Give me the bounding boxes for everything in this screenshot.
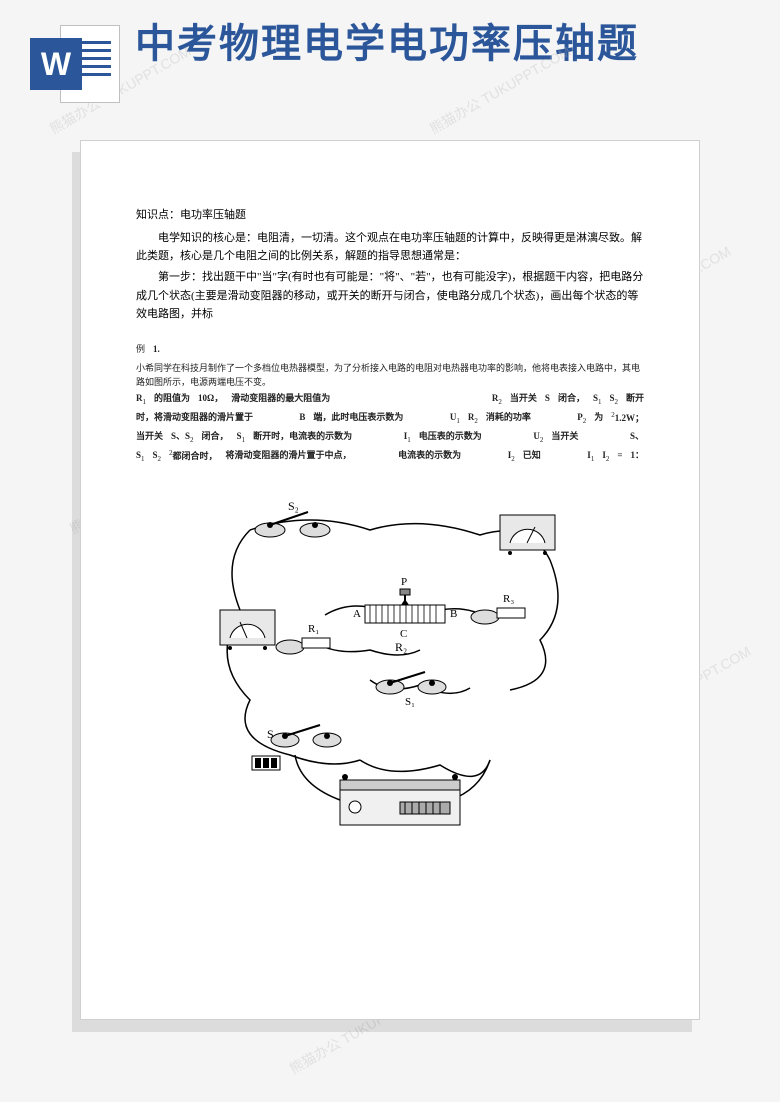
example-fragment: 当开关	[510, 391, 537, 408]
spacer	[539, 410, 569, 427]
svg-text:S: S	[267, 727, 274, 741]
example-fragment: 10Ω，	[198, 391, 223, 408]
example-number: 1.	[153, 342, 160, 356]
example-fragment: S2	[153, 448, 162, 465]
example-fragment: I1	[587, 448, 594, 465]
example-fragment: S1	[237, 429, 246, 446]
document-page: 知识点：电功率压轴题 电学知识的核心是：电阻清，一切清。这个观点在电功率压轴题的…	[80, 140, 700, 1020]
example-fragment: 为	[594, 410, 603, 427]
switch-s: S	[267, 725, 341, 747]
spacer	[549, 448, 580, 465]
word-document-icon: W	[30, 20, 120, 110]
example-fragment: 闭合，	[558, 391, 585, 408]
example-fragment: S	[545, 391, 550, 408]
svg-text:S₁: S₁	[405, 696, 415, 708]
svg-text:A: A	[353, 608, 361, 620]
example-fragment: I2	[508, 448, 515, 465]
example-line: S1 S2 2都闭合时， 将滑动变阻器的滑片置于中点， 电流表的示数为 I2 已知 I1 I2 =…	[136, 448, 644, 465]
example-fragment: I2	[602, 448, 609, 465]
section-title: 知识点：电功率压轴题	[136, 206, 644, 225]
example-fragment: 1：	[630, 448, 644, 465]
example-fragment: S、	[630, 429, 644, 446]
circuit-svg: S₂	[190, 480, 590, 830]
document-body: 知识点：电功率压轴题 电学知识的核心是：电阻清，一切清。这个观点在电功率压轴题的…	[136, 206, 644, 830]
example-fragment: S2	[609, 391, 618, 408]
example-fragment: 电压表的示数为	[419, 429, 482, 446]
document-preview: 知识点：电功率压轴题 电学知识的核心是：电阻清，一切清。这个观点在电功率压轴题的…	[80, 140, 700, 1020]
battery-icon	[252, 756, 280, 770]
example-fragment: =	[617, 448, 622, 465]
svg-text:R₂: R₂	[395, 640, 407, 654]
spacer	[360, 448, 391, 465]
page-title: 中考物理电学电功率压轴题	[135, 20, 639, 68]
spacer	[411, 410, 441, 427]
rheostat: P A B C R₂	[353, 576, 457, 654]
svg-text:R₃: R₃	[503, 593, 514, 605]
example-intro: 例 1. 小希同学在科技月制作了一个多档位电热器模型，为了分析接入电路的电阻对电…	[136, 342, 644, 389]
spacer	[490, 429, 526, 446]
example-fragment: S1	[136, 448, 145, 465]
svg-text:R₁: R₁	[308, 623, 319, 635]
example-fragment: R2	[468, 410, 478, 427]
example-fragment: 端，此时电压表示数为	[313, 410, 403, 427]
example-fragment: 断开	[626, 391, 644, 408]
example-fragment: U1	[450, 410, 460, 427]
example-line: 时，将滑动变阻器的滑片置于 B 端，此时电压表示数为 U1 R2 消耗的功率 P2 为 21.2…	[136, 410, 644, 427]
paragraph: 第一步：找出题干中"当"字(有时也有可能是："将"、"若"，也有可能没字)，根据…	[136, 268, 644, 324]
spacer	[360, 429, 396, 446]
example-fragment: 滑动变阻器的最大阻值为	[231, 391, 330, 408]
example-text: 小希同学在科技月制作了一个多档位电热器模型，为了分析接入电路的电阻对电热器电功率…	[136, 361, 644, 390]
example-fragment: 消耗的功率	[486, 410, 531, 427]
example-line: 当开关 S、S2 闭合， S1 断开时，电流表的示数为 I1 电压表的示数为 U2 当开关 S、	[136, 429, 644, 446]
example-label: 例	[136, 342, 145, 356]
circuit-diagram: S₂	[190, 480, 590, 830]
resistor-r1: R₁	[276, 623, 330, 654]
voltmeter-icon	[500, 515, 555, 555]
example-fragment: 时，将滑动变阻器的滑片置于	[136, 410, 253, 427]
spacer	[586, 429, 622, 446]
svg-text:B: B	[450, 608, 457, 620]
spacer	[469, 448, 500, 465]
example-fragment: 闭合，	[202, 429, 229, 446]
spacer	[338, 391, 484, 408]
example-fragment: P2	[577, 410, 586, 427]
example-fragment: I1	[404, 429, 411, 446]
spacer	[261, 410, 291, 427]
svg-text:P: P	[401, 576, 407, 588]
example-fragment: R2	[492, 391, 502, 408]
example-fragment: 将滑动变阻器的滑片置于中点，	[226, 448, 352, 465]
example-fragment: 当开关	[551, 429, 578, 446]
svg-text:C: C	[400, 628, 407, 640]
example-fragment: 的阻值为	[154, 391, 190, 408]
example-fragment: S、S2	[171, 429, 194, 446]
example-fragment: 电流表的示数为	[398, 448, 461, 465]
example-fragment: U2	[533, 429, 543, 446]
example-block: 例 1. 小希同学在科技月制作了一个多档位电热器模型，为了分析接入电路的电阻对电…	[136, 342, 644, 465]
example-fragment: R1	[136, 391, 146, 408]
example-fragment: 当开关	[136, 429, 163, 446]
example-fragment: S1	[593, 391, 602, 408]
switch-s1: S₁	[376, 672, 446, 708]
ammeter-icon	[220, 610, 275, 650]
svg-text:S₂: S₂	[288, 499, 299, 513]
power-supply	[340, 774, 460, 825]
example-fragment: 已知	[523, 448, 541, 465]
resistor-r3: R₃	[471, 593, 525, 624]
switch-s2: S₂	[255, 499, 330, 537]
example-fragment: 21.2W；	[611, 410, 644, 427]
example-fragment: 断开时，电流表的示数为	[253, 429, 352, 446]
example-line: R1 的阻值为 10Ω， 滑动变阻器的最大阻值为 R2 当开关 S 闭合， S1 S2 断开	[136, 391, 644, 408]
word-icon-badge: W	[30, 38, 82, 90]
paragraph: 电学知识的核心是：电阻清，一切清。这个观点在电功率压轴题的计算中，反映得更是淋漓…	[136, 229, 644, 266]
example-fragment: B	[299, 410, 305, 427]
example-fragment: 2都闭合时，	[169, 448, 218, 465]
header: W 中考物理电学电功率压轴题	[0, 0, 780, 120]
